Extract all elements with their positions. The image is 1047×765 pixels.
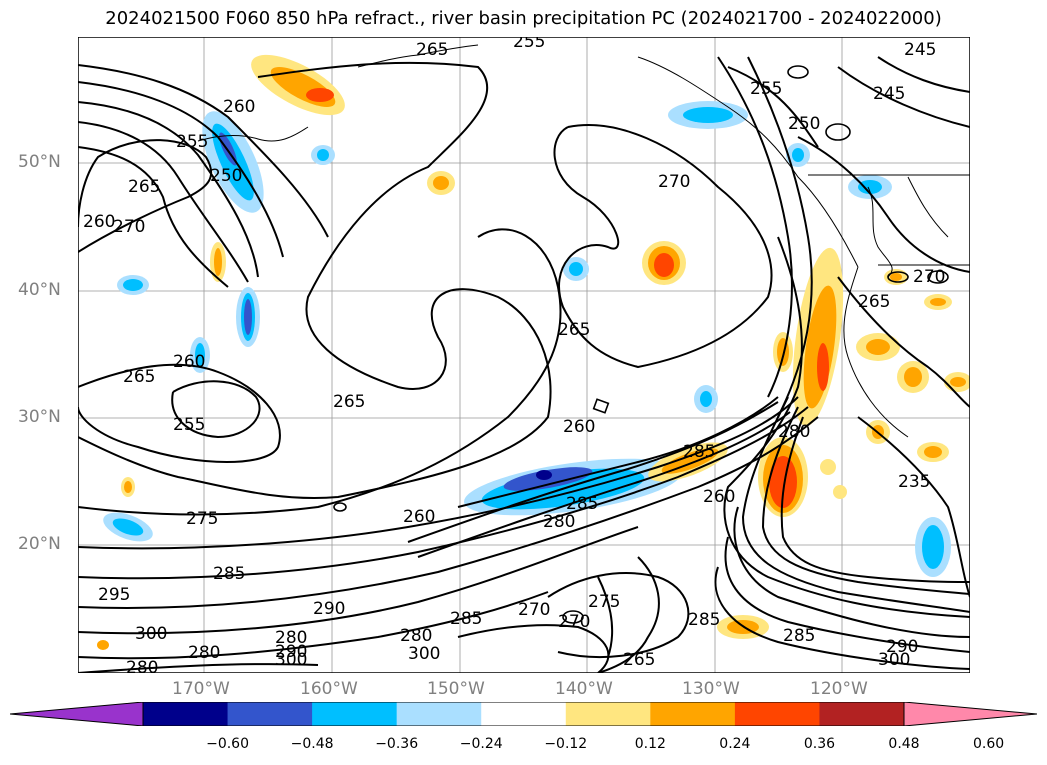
small-contours (333, 65, 949, 624)
contour-label: 280 (126, 658, 158, 673)
contour-label: 265 (558, 320, 590, 340)
contour-label: 300 (275, 650, 307, 670)
map-panel: 265 255 245 255 245 250 260 255 250 265 … (78, 37, 970, 673)
map-title: 2024021500 F060 850 hPa refract., river … (105, 8, 942, 29)
colorbar-segment (819, 702, 905, 726)
contour-label: 300 (878, 650, 910, 670)
contour-label: 260 (173, 352, 205, 372)
gridlines (78, 37, 970, 673)
contour-label: 260 (703, 487, 735, 507)
colorbar-tick-label: 0.60 (972, 736, 1005, 752)
colorbar-tick-label: 0.24 (719, 736, 751, 752)
contour-label: 285 (683, 442, 715, 462)
colorbar-extend-high (904, 702, 1037, 726)
contour-label: 265 (123, 367, 155, 387)
contour-label: 270 (113, 217, 145, 237)
contour-label: 245 (904, 40, 936, 60)
lat-label: 40°N (18, 280, 61, 300)
contour-label: 250 (788, 114, 820, 134)
lat-label: 30°N (18, 407, 61, 427)
contour-label: 250 (210, 166, 242, 186)
contour-label: 255 (750, 79, 782, 99)
contour-label: 270 (558, 612, 590, 632)
refractivity-contours (78, 56, 970, 673)
contour-label: 280 (778, 422, 810, 442)
contour-label: 265 (858, 292, 890, 312)
colorbar-tick-label: −0.12 (544, 736, 588, 752)
contour-label: 280 (188, 643, 220, 663)
contour-label: 300 (135, 624, 167, 644)
lon-label: 150°W (427, 679, 485, 699)
colorbar-segment (734, 702, 820, 726)
contour-label: 280 (543, 512, 575, 532)
contour-label: 255 (513, 37, 545, 52)
contour-label: 260 (563, 417, 595, 437)
colorbar-extend-low (10, 702, 143, 726)
colorbar-tick-label: −0.36 (375, 736, 419, 752)
lat-label: 20°N (18, 534, 61, 554)
contour-label: 285 (783, 626, 815, 646)
lat-label: 50°N (18, 152, 61, 172)
lon-label: 140°W (555, 679, 613, 699)
contour-label: 260 (403, 507, 435, 527)
contour-label: 265 (416, 40, 448, 60)
contour-label: 235 (898, 472, 930, 492)
contour-labels: 265 255 245 255 245 250 260 255 250 265 … (83, 37, 945, 673)
colorbar-tick-label: 0.48 (888, 736, 920, 752)
contour-label: 285 (213, 564, 245, 584)
colorbar-tick-label: 0.36 (803, 736, 836, 752)
colorbar-segment (565, 702, 651, 726)
contour-label: 280 (275, 628, 307, 648)
colorbar-segment (650, 702, 736, 726)
contour-label: 285 (688, 610, 720, 630)
contour-label: 290 (275, 642, 307, 662)
contour-label: 260 (223, 97, 255, 117)
contour-label: 270 (658, 172, 690, 192)
contour-label: 245 (873, 84, 905, 104)
contour-label: 285 (450, 609, 482, 629)
colorbar-tick-label: 0.12 (634, 736, 666, 752)
lon-label: 170°W (172, 679, 230, 699)
contour-label: 280 (400, 626, 432, 646)
colorbar-tick-label: −0.60 (206, 736, 249, 752)
contour-label: 285 (566, 494, 598, 514)
contour-label: 300 (408, 644, 440, 664)
lon-label: 120°W (810, 679, 868, 699)
contour-label: 265 (333, 392, 365, 412)
contour-label: 260 (83, 212, 115, 232)
contour-label: 270 (518, 600, 550, 620)
contour-label: 265 (128, 177, 160, 197)
colorbar (10, 702, 1037, 726)
contour-label: 275 (588, 592, 620, 612)
colorbar-segment (312, 702, 398, 726)
contour-label: 270 (913, 267, 945, 287)
contour-label: 290 (886, 637, 918, 657)
contour-label: 265 (623, 650, 655, 670)
coastlines (197, 44, 970, 438)
colorbar-tick-label: −0.24 (459, 736, 503, 752)
contour-label: 255 (176, 132, 208, 152)
colorbar-tick-label: −0.48 (290, 736, 334, 752)
contour-label: 295 (98, 585, 130, 605)
contour-label: 290 (313, 599, 345, 619)
colorbar-segment (481, 702, 567, 726)
lon-label: 130°W (682, 679, 740, 699)
colorbar-segment (227, 702, 313, 726)
colorbar-segment (143, 702, 229, 726)
contour-label: 275 (186, 509, 218, 529)
lon-label: 160°W (300, 679, 358, 699)
contour-label: 255 (173, 415, 205, 435)
colorbar-segment (396, 702, 482, 726)
